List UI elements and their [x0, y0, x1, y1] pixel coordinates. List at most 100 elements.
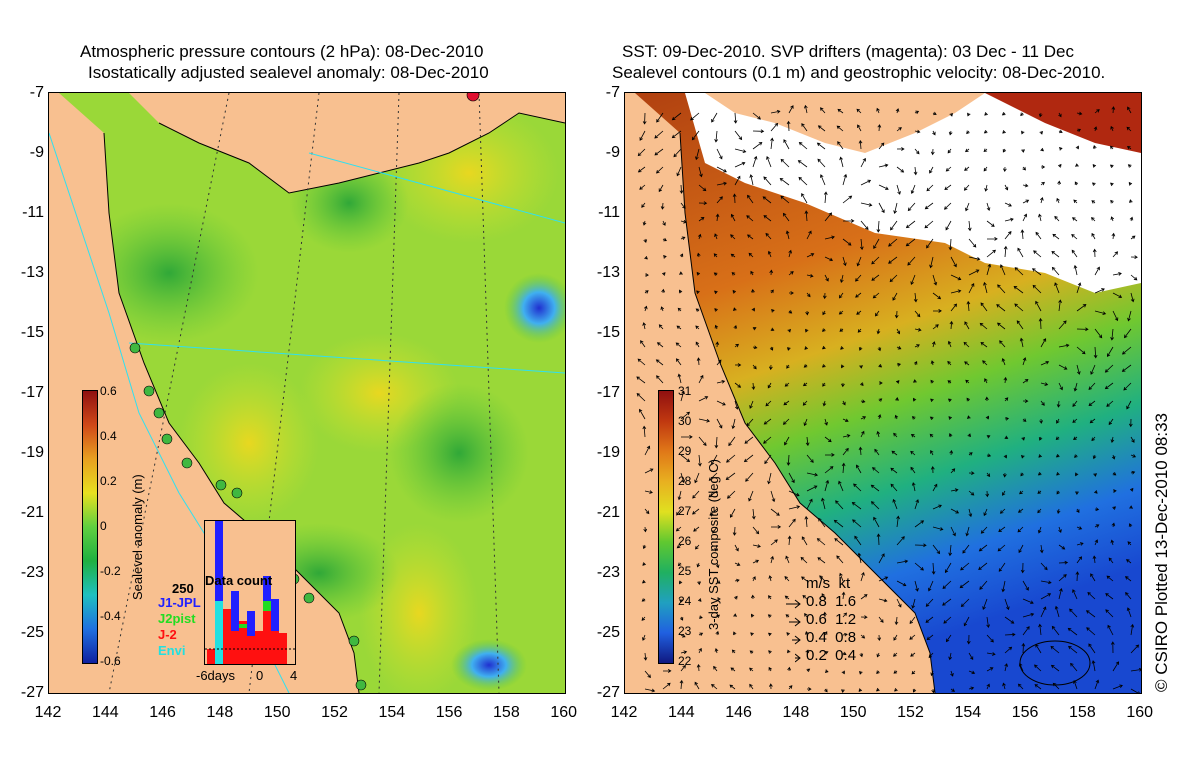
velocity-arrow	[1112, 310, 1119, 322]
velocity-arrow	[856, 256, 862, 267]
velocity-arrow	[804, 630, 809, 636]
colorbar-tick-label: 27	[678, 504, 692, 518]
velocity-arrow	[770, 137, 774, 150]
velocity-arrow	[1112, 661, 1120, 672]
velocity-arrow	[858, 688, 863, 693]
y-tick-label: -21	[596, 504, 620, 521]
x-tick-label: 150	[263, 704, 291, 721]
velocity-arrow	[1033, 250, 1042, 258]
velocity-arrow	[768, 683, 773, 690]
velocity-arrow	[965, 379, 970, 384]
velocity-arrow	[878, 363, 883, 368]
velocity-arrow	[1130, 454, 1137, 458]
velocity-arrow	[930, 465, 935, 474]
velocity-legend-row: 0.4 0.8	[806, 629, 857, 646]
x-tick-label: 144	[91, 704, 119, 721]
velocity-arrow	[642, 425, 647, 438]
velocity-arrow	[716, 597, 721, 601]
velocity-arrow	[855, 292, 862, 298]
velocity-arrow	[876, 107, 880, 114]
velocity-arrow	[873, 238, 880, 250]
velocity-arrow	[803, 364, 808, 368]
velocity-arrow	[711, 454, 718, 466]
velocity-arrow	[785, 555, 790, 564]
velocity-arrow	[878, 202, 885, 214]
velocity-arrow	[980, 526, 988, 534]
velocity-arrow	[834, 538, 844, 546]
velocity-arrow	[967, 112, 971, 117]
velocity-arrow	[644, 508, 650, 515]
velocity-arrow	[644, 490, 653, 494]
velocity-arrow	[1089, 418, 1096, 424]
velocity-arrow	[1094, 310, 1107, 315]
velocity-arrow	[637, 358, 646, 366]
sealevel-colorbar-label: Sealevel anomaly (m)	[130, 474, 145, 600]
velocity-arrow	[692, 490, 700, 499]
velocity-arrow	[660, 202, 665, 210]
velocity-arrow	[986, 667, 994, 672]
velocity-arrow	[1032, 268, 1042, 276]
velocity-arrow	[911, 598, 916, 609]
velocity-arrow	[816, 142, 826, 150]
velocity-arrow	[833, 519, 844, 528]
left-map[interactable]	[48, 92, 566, 694]
velocity-arrow	[750, 270, 754, 276]
velocity-arrow	[1058, 299, 1062, 312]
velocity-arrow	[997, 544, 1006, 552]
velocity-arrow	[694, 544, 700, 550]
velocity-arrow	[749, 400, 754, 409]
velocity-arrow	[1017, 526, 1024, 533]
velocity-arrow	[767, 472, 772, 485]
velocity-arrow	[878, 381, 883, 385]
velocity-arrow	[770, 308, 775, 313]
velocity-arrow	[1037, 472, 1042, 476]
velocity-arrow	[662, 682, 671, 690]
velocity-arrow	[842, 256, 847, 267]
velocity-arrow	[752, 142, 763, 150]
x-tick-label: 142	[610, 704, 638, 721]
velocity-arrow	[1130, 688, 1140, 693]
velocity-arrow	[932, 526, 944, 531]
left-title-line2: Isostatically adjusted sealevel anomaly:…	[88, 63, 489, 82]
right-title-line2: Sealevel contours (0.1 m) and geostrophi…	[612, 63, 1106, 82]
x-tick-label: 152	[321, 704, 348, 721]
velocity-arrow	[1104, 382, 1114, 390]
velocity-arrow	[842, 219, 855, 223]
velocity-arrow	[896, 184, 901, 195]
australia-land	[625, 93, 935, 693]
velocity-arrow	[925, 598, 934, 607]
velocity-arrow	[714, 130, 719, 143]
x-tick-label: 146	[725, 704, 752, 721]
velocity-arrow	[857, 552, 862, 564]
velocity-arrow	[1050, 664, 1060, 672]
velocity-arrow	[696, 562, 701, 568]
velocity-arrow	[894, 688, 898, 692]
right-map[interactable]	[624, 92, 1142, 694]
velocity-arrow	[732, 289, 737, 294]
velocity-arrow	[1002, 130, 1006, 134]
velocity-arrow	[914, 543, 927, 548]
velocity-arrow	[661, 288, 666, 294]
velocity-arrow	[656, 112, 664, 123]
velocity-arrow	[945, 166, 952, 172]
velocity-arrow	[870, 484, 880, 492]
velocity-arrow	[1001, 580, 1006, 593]
velocity-arrow	[983, 508, 988, 517]
colorbar-tick-label: 24	[678, 594, 692, 608]
velocity-arrow	[801, 536, 808, 546]
velocity-arrow	[644, 445, 651, 456]
velocity-arrow	[656, 166, 664, 174]
velocity-arrow	[697, 233, 702, 240]
velocity-arrow	[857, 328, 862, 333]
velocity-arrow	[842, 195, 853, 204]
velocity-arrow	[962, 544, 970, 554]
velocity-arrow	[966, 634, 971, 645]
velocity-arrow	[1094, 539, 1099, 546]
velocity-arrow	[842, 173, 848, 186]
velocity-arrow	[1075, 571, 1080, 582]
velocity-arrow	[769, 346, 774, 351]
velocity-arrow	[805, 436, 810, 447]
velocity-arrow	[1035, 300, 1042, 312]
data-count-max: 250	[172, 581, 194, 596]
velocity-arrow	[696, 357, 701, 366]
